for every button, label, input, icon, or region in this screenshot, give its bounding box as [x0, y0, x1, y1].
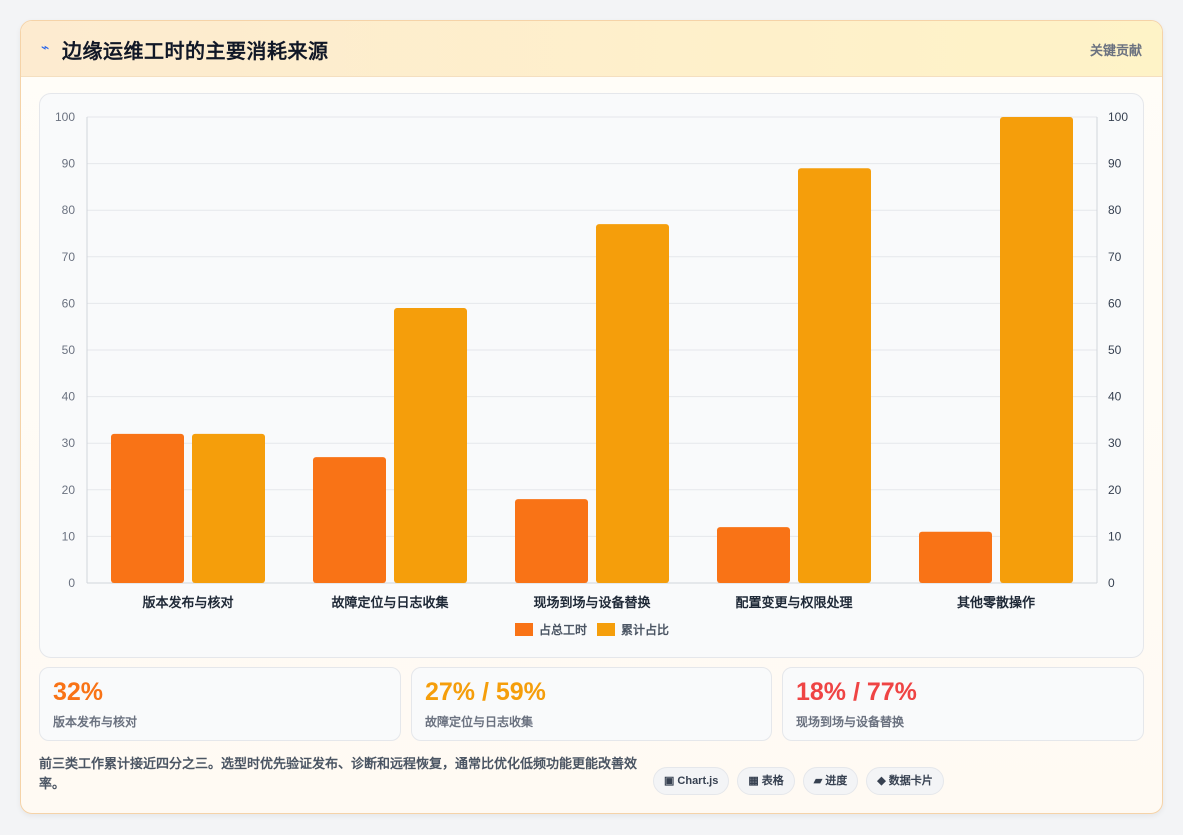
tag-chartjs[interactable]: ▣ Chart.js — [653, 767, 730, 795]
bar-share — [515, 499, 588, 583]
y2-tick-label: 10 — [1108, 529, 1122, 543]
y-tick-label: 0 — [68, 576, 75, 590]
tag-label: 进度 — [825, 775, 848, 787]
tag-label: 数据卡片 — [888, 775, 933, 787]
bar-cumulative — [192, 433, 265, 583]
bar-share — [717, 527, 790, 583]
y-tick-label: 50 — [62, 343, 76, 357]
diamond-icon: ◆ — [877, 775, 886, 787]
legend-swatch — [515, 623, 533, 636]
y-tick-label: 40 — [62, 390, 76, 404]
pareto-chart: 0 0 10 10 20 20 30 30 40 40 50 50 60 60 70 70 80 80 90 90 10… — [55, 110, 1128, 637]
stat-card-3: 18% / 77% 现场到场与设备替换 — [782, 667, 1144, 741]
chart-panel: 0 0 10 10 20 20 30 30 40 40 50 50 60 60 70 70 80 80 90 90 10… — [39, 93, 1144, 658]
tech-tags: ▣ Chart.js ▦ 表格 ▰ 进度 ◆ 数据卡片 — [653, 767, 944, 795]
y2-tick-label: 60 — [1108, 296, 1122, 310]
dashboard-card: ⌁ 边缘运维工时的主要消耗来源 关键贡献 0 0 10 10 20 20 30 30 40 40 5… — [20, 20, 1163, 814]
table-icon: ▦ — [748, 775, 759, 787]
y2-tick-label: 20 — [1108, 483, 1122, 497]
y-tick-label: 10 — [62, 529, 76, 543]
y2-tick-label: 90 — [1108, 157, 1122, 171]
y-tick-label: 70 — [62, 250, 76, 264]
x-tick-label: 版本发布与核对 — [142, 595, 233, 611]
tag-label: 表格 — [761, 775, 784, 787]
y2-tick-label: 40 — [1108, 390, 1122, 404]
chart-icon: ▣ — [664, 775, 675, 787]
header-badge: 关键贡献 — [1089, 44, 1142, 59]
tag-label: Chart.js — [677, 775, 719, 787]
legend-label: 累计占比 — [621, 622, 669, 637]
page-title: 边缘运维工时的主要消耗来源 — [62, 39, 329, 63]
y-tick-label: 80 — [62, 203, 76, 217]
card-header: ⌁ 边缘运维工时的主要消耗来源 关键贡献 — [21, 21, 1162, 77]
stat-label: 版本发布与核对 — [53, 715, 138, 729]
y-tick-label: 30 — [62, 436, 76, 450]
stat-label: 故障定位与日志收集 — [425, 715, 534, 729]
progress-icon: ▰ — [813, 775, 823, 787]
stat-value: 32% — [53, 678, 104, 706]
bar-cumulative — [1000, 117, 1073, 583]
x-tick-label: 其他零散操作 — [957, 595, 1035, 611]
y-tick-label: 60 — [62, 296, 76, 310]
y2-tick-label: 80 — [1108, 203, 1122, 217]
stat-card-1: 32% 版本发布与核对 — [39, 667, 401, 741]
summary-note: 前三类工作累计接近四分之三。选型时优先验证发布、诊断和远程恢复，通常比优化低频功… — [39, 757, 638, 792]
legend-label: 占总工时 — [539, 622, 587, 637]
legend-swatch — [597, 623, 615, 636]
bar-share — [111, 433, 184, 583]
bar-share — [313, 457, 386, 583]
y2-tick-label: 30 — [1108, 436, 1122, 450]
x-tick-label: 配置变更与权限处理 — [735, 595, 852, 611]
tag-progress[interactable]: ▰ 进度 — [802, 767, 859, 795]
tag-data-card[interactable]: ◆ 数据卡片 — [866, 767, 944, 795]
bar-cumulative — [798, 168, 871, 583]
x-tick-label: 故障定位与日志收集 — [331, 595, 449, 611]
stat-value: 27% / 59% — [425, 678, 546, 706]
y2-tick-label: 70 — [1108, 250, 1122, 264]
y2-tick-label: 0 — [1108, 576, 1115, 590]
bar-cumulative — [394, 308, 467, 583]
bar-share — [919, 531, 992, 583]
stat-card-2: 27% / 59% 故障定位与日志收集 — [411, 667, 772, 741]
x-tick-label: 现场到场与设备替换 — [533, 595, 651, 611]
bar-cumulative — [596, 224, 669, 583]
y2-tick-label: 100 — [1108, 110, 1128, 124]
y2-tick-label: 50 — [1108, 343, 1122, 357]
tag-table[interactable]: ▦ 表格 — [737, 767, 795, 795]
y-tick-label: 90 — [62, 157, 76, 171]
lightning-icon: ⌁ — [41, 40, 50, 56]
y-tick-label: 100 — [55, 110, 75, 124]
stat-label: 现场到场与设备替换 — [796, 715, 905, 729]
stat-value: 18% / 77% — [796, 678, 917, 706]
y-tick-label: 20 — [62, 483, 76, 497]
